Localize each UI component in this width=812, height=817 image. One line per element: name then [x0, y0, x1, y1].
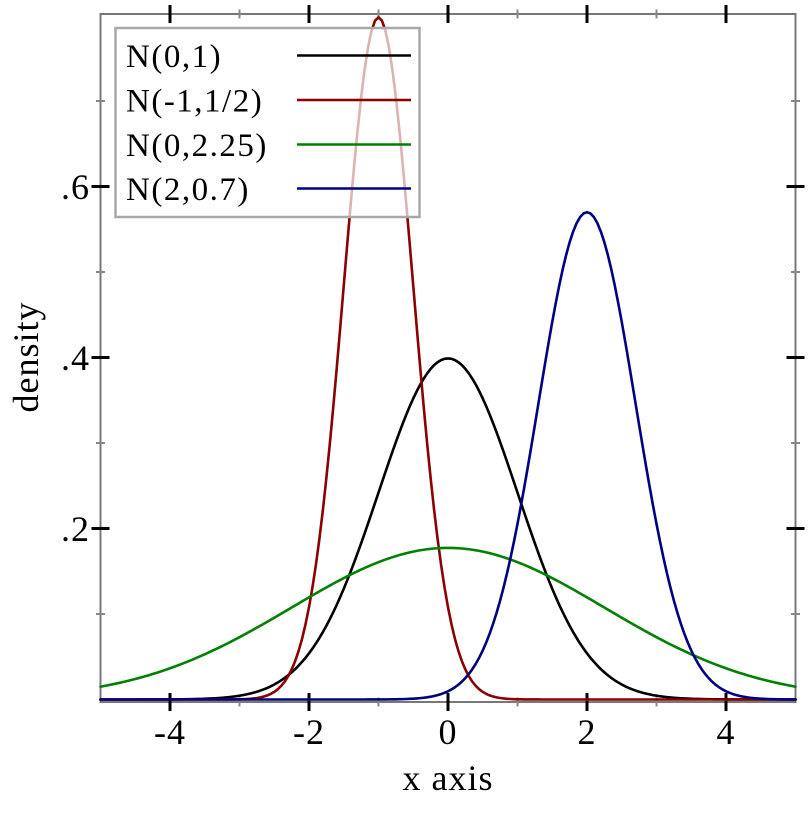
x-axis-title: x axis — [403, 758, 494, 798]
density-curves — [99, 16, 797, 701]
density-curve-0 — [99, 357, 797, 701]
y-tick-label-0.4: .4 — [61, 338, 90, 378]
x-tick-labels: -4 -2 0 2 4 — [154, 712, 736, 752]
legend-box — [114, 26, 421, 219]
legend: N(0,1) N(-1,1/2) N(0,2.25) N(2,0.7) — [114, 26, 421, 219]
plot-frame — [91, 5, 805, 711]
legend-label-n-1-half: N(-1,1/2) — [126, 84, 263, 120]
y-axis-title: density — [6, 302, 46, 413]
x-tick-label-2: 2 — [578, 712, 597, 752]
density-curve-3 — [99, 210, 797, 701]
density-curve-2 — [99, 546, 797, 688]
legend-label-n2-07: N(2,0.7) — [126, 172, 250, 208]
x-tick-label-0: 0 — [439, 712, 458, 752]
legend-label-n01: N(0,1) — [126, 39, 222, 75]
y-tick-labels: .2 .4 .6 — [61, 167, 90, 549]
y-tick-label-0.2: .2 — [61, 509, 90, 549]
x-tick-label-neg4: -4 — [154, 712, 186, 752]
x-tick-label-4: 4 — [717, 712, 736, 752]
legend-label-n0-225: N(0,2.25) — [126, 128, 268, 164]
y-tick-label-0.6: .6 — [61, 167, 90, 207]
x-tick-label-neg2: -2 — [293, 712, 325, 752]
